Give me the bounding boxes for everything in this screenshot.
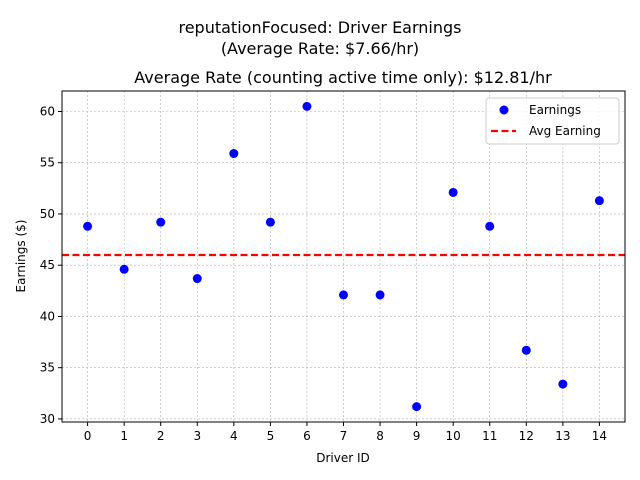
legend-label-avg: Avg Earning [529,124,601,138]
y-tick-label: 30 [40,412,55,426]
grid [62,91,625,422]
x-tick-label: 0 [84,429,92,443]
x-tick-label: 10 [446,429,461,443]
x-tick-label: 5 [267,429,275,443]
data-point-driver-0 [83,221,93,231]
x-tick-label: 14 [592,429,607,443]
legend: Earnings Avg Earning [485,97,620,145]
x-tick-label: 8 [376,429,384,443]
data-point-driver-4 [229,149,239,159]
x-tick-label: 1 [120,429,128,443]
y-tick-label: 45 [40,258,55,272]
y-tick-label: 35 [40,361,55,375]
figure-title-line-1: reputationFocused: Driver Earnings [178,18,461,37]
x-axis-ticks: 0 1 2 3 4 5 6 7 8 9 10 11 12 13 14 [84,422,607,443]
y-axis-ticks: 30 35 40 45 50 55 60 [40,104,62,426]
figure-title-line-2: (Average Rate: $7.66/hr) [221,39,419,58]
data-point-driver-8 [375,290,385,300]
y-tick-label: 60 [40,104,55,118]
x-tick-label: 4 [230,429,238,443]
x-axis-label: Driver ID [316,451,370,465]
data-point-driver-10 [448,187,458,197]
axes-title: Average Rate (counting active time only)… [134,68,552,87]
x-tick-label: 3 [193,429,201,443]
y-tick-label: 55 [40,156,55,170]
x-tick-label: 6 [303,429,311,443]
data-point-driver-2 [156,217,166,227]
y-tick-label: 50 [40,207,55,221]
x-tick-label: 13 [555,429,570,443]
data-point-driver-14 [594,196,604,206]
x-tick-label: 12 [519,429,534,443]
legend-label-earnings: Earnings [529,103,581,117]
data-point-driver-9 [412,402,422,412]
data-point-driver-12 [521,345,531,355]
data-point-driver-11 [485,221,495,231]
data-points [83,101,604,412]
legend-marker-earnings [499,105,509,115]
x-tick-label: 2 [157,429,165,443]
x-tick-label: 9 [413,429,421,443]
data-point-driver-3 [192,274,202,284]
data-point-driver-13 [558,379,568,389]
legend-box [485,97,620,145]
data-point-driver-7 [339,290,348,300]
y-axis-label: Earnings ($) [14,220,28,293]
data-point-driver-6 [302,101,312,111]
x-tick-label: 11 [482,429,497,443]
data-point-driver-5 [265,217,275,227]
data-point-driver-1 [119,264,129,274]
x-tick-label: 7 [340,429,348,443]
y-tick-label: 40 [40,309,55,323]
